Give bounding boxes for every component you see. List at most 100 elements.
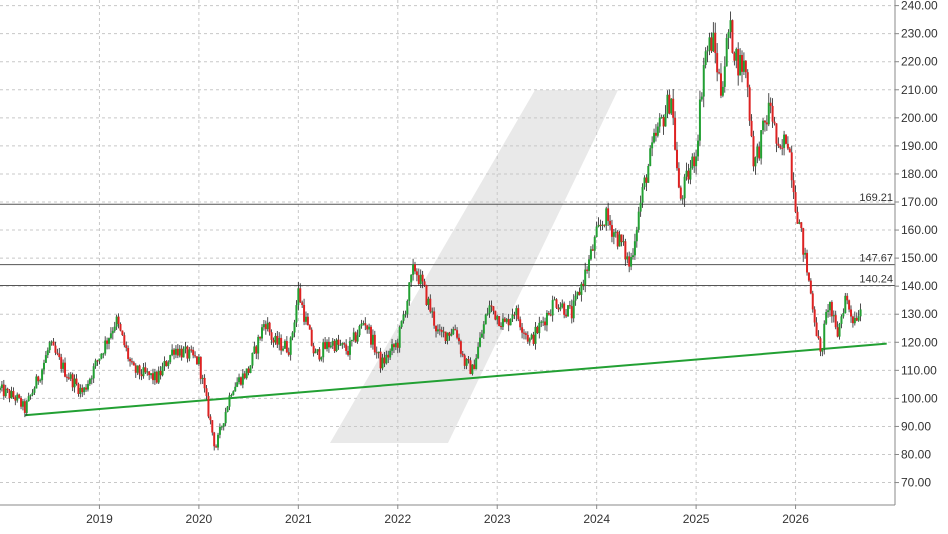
candle-down [668, 94, 671, 114]
candle-up [760, 130, 763, 159]
candle-down [243, 373, 246, 379]
candle-up [683, 176, 686, 199]
candle-up [626, 256, 629, 260]
y-tick-label: 190.00 [901, 139, 938, 153]
candle-down [306, 316, 309, 326]
candle-up [293, 322, 296, 333]
candle-down [138, 365, 141, 375]
candle-down [771, 105, 774, 122]
candle-down [563, 303, 566, 315]
candle-up [698, 99, 701, 141]
candle-down [565, 314, 568, 317]
candle-down [387, 354, 390, 358]
candle-up [725, 37, 728, 67]
candle-down [192, 349, 195, 356]
candle-down [444, 331, 447, 342]
candle-down [800, 222, 803, 229]
candle-up [335, 339, 338, 352]
candle-down [8, 390, 11, 399]
candle-down [809, 280, 812, 294]
candle-up [262, 324, 265, 328]
candle-down [463, 355, 466, 366]
candle-up [681, 198, 684, 200]
candle-down [532, 334, 535, 344]
candle-down [121, 330, 124, 336]
candle-up [509, 318, 512, 326]
candle-down [129, 358, 132, 362]
candle-down [413, 264, 416, 272]
candle-up [356, 335, 359, 342]
candle-up [742, 60, 745, 72]
candle-down [159, 370, 162, 376]
candle-up [647, 165, 650, 183]
candles [0, 11, 862, 451]
candle-down [547, 312, 550, 315]
candle-down [675, 149, 678, 169]
candle-down [303, 304, 306, 322]
candle-down [85, 387, 88, 390]
y-tick-label: 100.00 [901, 391, 938, 405]
candle-up [171, 349, 174, 356]
candle-down [672, 98, 675, 118]
candle-up [218, 426, 221, 435]
candle-up [708, 37, 711, 51]
candle-down [773, 121, 776, 124]
candle-up [142, 367, 145, 377]
candle-down [194, 355, 197, 357]
candle-up [21, 401, 24, 407]
candle-up [348, 341, 351, 355]
candle-down [544, 321, 547, 326]
candle-down [119, 324, 122, 331]
candle-up [660, 117, 663, 119]
candle-up [41, 369, 44, 381]
candle-up [35, 376, 38, 389]
candle-down [716, 53, 719, 73]
candle-down [456, 330, 459, 338]
candle-down [507, 319, 510, 326]
candle-down [117, 316, 120, 325]
y-tick-label: 170.00 [901, 195, 938, 209]
candle-up [108, 338, 111, 344]
y-tick-label: 140.00 [901, 279, 938, 293]
candle-down [255, 346, 258, 354]
candle-up [251, 352, 254, 366]
watermark-logo [330, 90, 618, 443]
candle-up [0, 387, 1, 390]
candle-down [366, 325, 369, 330]
candle-up [167, 362, 170, 367]
candle-down [327, 341, 330, 348]
candle-down [457, 337, 460, 342]
candle-down [807, 272, 810, 281]
candle-down [813, 309, 816, 323]
candle-down [64, 362, 67, 377]
candle-up [249, 365, 252, 373]
candle-up [245, 368, 248, 379]
candle-up [27, 396, 30, 402]
candle-down [37, 376, 40, 382]
candle-down [308, 325, 311, 330]
x-tick-label: 2020 [186, 512, 213, 526]
candle-down [20, 397, 23, 407]
candle-up [612, 232, 615, 237]
x-tick-label: 2019 [86, 512, 113, 526]
candle-up [593, 237, 596, 251]
candle-up [658, 117, 661, 127]
candle-up [821, 348, 824, 352]
candle-down [52, 341, 55, 346]
candle-down [148, 371, 151, 376]
candle-down [144, 367, 147, 373]
candle-down [846, 295, 849, 301]
candle-down [599, 224, 602, 226]
candle-up [572, 300, 575, 319]
candle-up [762, 120, 765, 131]
candle-up [33, 388, 36, 393]
candle-down [719, 73, 722, 96]
candle-up [368, 326, 371, 330]
candle-up [50, 341, 53, 343]
candle-down [467, 359, 470, 361]
candle-up [580, 283, 583, 295]
x-axis-ticks: 2019 2020 2021 2022 2023 2024 2025 2026 [86, 505, 809, 526]
candle-down [71, 374, 74, 388]
candle-up [605, 208, 608, 226]
candle-down [375, 352, 378, 354]
